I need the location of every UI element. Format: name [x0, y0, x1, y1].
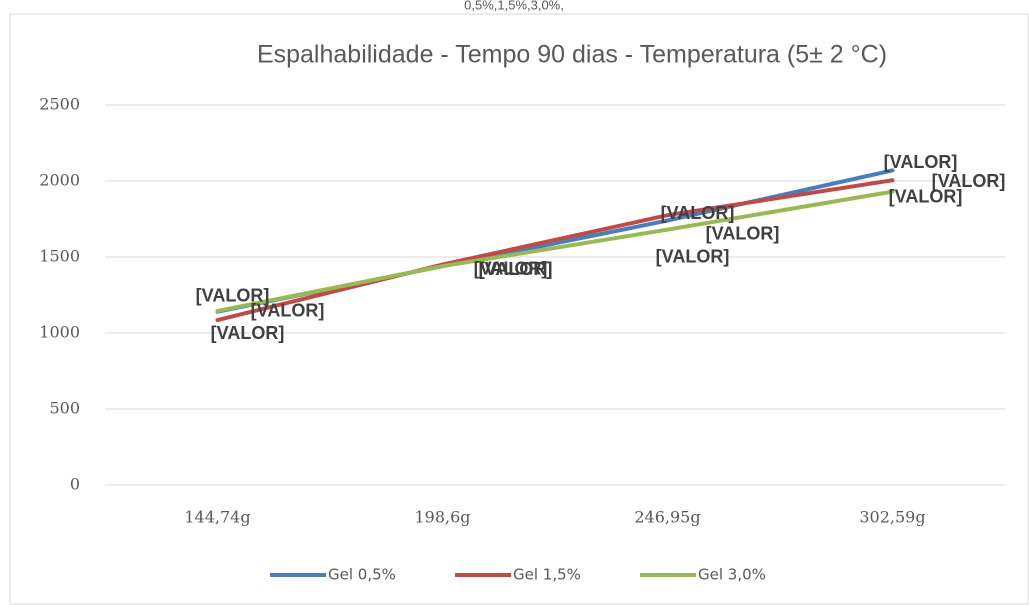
y-tick-label: 2000: [39, 171, 80, 190]
y-tick-label: 500: [49, 399, 80, 418]
y-tick-label: 1500: [39, 247, 80, 266]
data-label: [VALOR]: [479, 259, 553, 279]
x-tick-label: 246,95g: [634, 508, 700, 527]
y-tick-label: 1000: [39, 323, 80, 342]
data-label: [VALOR]: [479, 259, 553, 279]
data-label: [VALOR]: [656, 246, 730, 266]
data-label: [VALOR]: [884, 152, 958, 172]
chart-border: [9, 13, 1029, 605]
y-tick-label: 2500: [39, 95, 80, 114]
data-label: [VALOR]: [661, 203, 735, 223]
chart-title: Espalhabilidade - Tempo 90 dias - Temper…: [257, 41, 887, 69]
data-label: [VALOR]: [889, 186, 963, 206]
data-label: [VALOR]: [474, 258, 548, 278]
data-label: [VALOR]: [932, 171, 1006, 191]
series-line: [215, 189, 895, 313]
x-tick-label: 302,59g: [859, 508, 925, 527]
header-text: 0,5%,1,5%,3,0%,: [464, 0, 564, 12]
y-tick-label: 0: [70, 475, 80, 494]
legend-label: Gel 0,5%: [328, 566, 396, 584]
x-tick-label: 198,6g: [414, 508, 470, 527]
legend-label: Gel 1,5%: [513, 566, 581, 584]
x-tick-label: 144,74g: [184, 508, 250, 527]
series-line: [215, 178, 895, 323]
data-label: [VALOR]: [251, 301, 325, 321]
data-label: [VALOR]: [196, 285, 270, 305]
legend-label: Gel 3,0%: [698, 566, 766, 584]
data-label: [VALOR]: [706, 223, 780, 243]
data-label: [VALOR]: [211, 323, 285, 343]
